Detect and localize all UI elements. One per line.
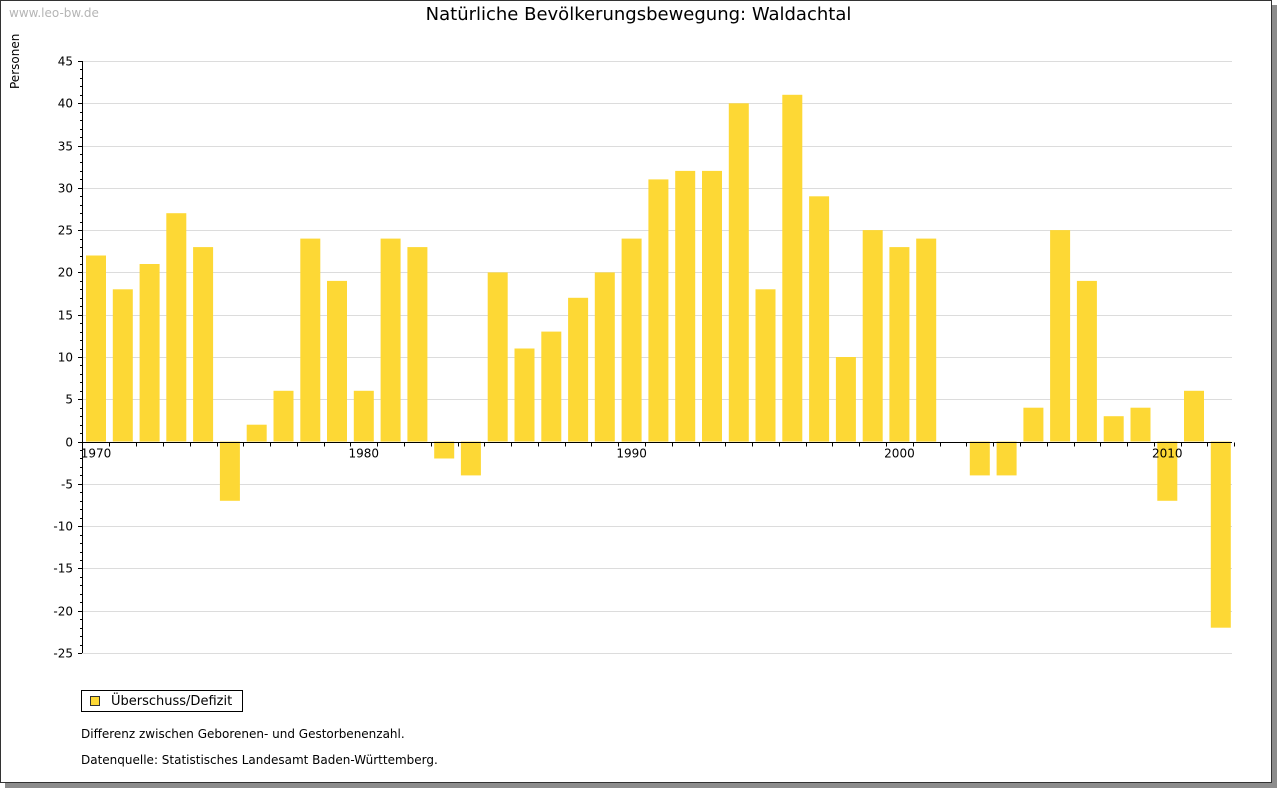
y-tick-label: 30 [58, 182, 73, 196]
bar-1972 [139, 264, 160, 442]
bar-1977 [273, 390, 294, 442]
bar-1988 [568, 297, 589, 442]
bar-1992 [675, 170, 696, 442]
bar-2006 [1050, 230, 1071, 442]
x-tick-label: 1970 [81, 447, 112, 461]
y-tick-label: -25 [53, 647, 73, 661]
bar-1996 [782, 94, 803, 442]
bar-1989 [594, 272, 615, 442]
bar-2012 [1210, 441, 1231, 628]
bar-1973 [166, 213, 187, 442]
y-tick-label: 5 [65, 393, 73, 407]
bar-1970 [86, 255, 106, 442]
bar-2000 [889, 247, 910, 442]
bar-1986 [514, 348, 535, 442]
y-tick-label: 25 [58, 224, 73, 238]
bar-1997 [809, 196, 830, 442]
y-tick-label: 35 [58, 140, 73, 154]
y-tick-label: -5 [61, 478, 73, 492]
bar-1981 [380, 238, 401, 442]
y-tick-label: -20 [53, 605, 73, 619]
bar-1990 [621, 238, 642, 442]
y-tick-label: 10 [58, 351, 73, 365]
legend-swatch [90, 696, 100, 706]
bar-1982 [407, 247, 428, 442]
bar-1991 [648, 179, 669, 442]
bar-1985 [487, 272, 508, 442]
bar-1983 [434, 441, 455, 459]
chart-note: Differenz zwischen Geborenen- und Gestor… [81, 727, 405, 741]
bar-1984 [460, 441, 481, 476]
bar-2011 [1184, 390, 1204, 442]
x-tick-label: 2010 [1152, 447, 1183, 461]
y-tick-label: 15 [58, 309, 73, 323]
bar-1993 [702, 170, 722, 442]
bar-2009 [1130, 407, 1151, 442]
bar-1975 [219, 441, 240, 501]
y-tick-label: 20 [58, 266, 73, 280]
bar-1998 [835, 357, 856, 442]
bar-1994 [728, 103, 749, 442]
bar-2008 [1103, 416, 1124, 442]
bar-1974 [193, 247, 214, 442]
bar-2010 [1157, 441, 1178, 501]
y-tick-label: 40 [58, 97, 73, 111]
bar-1980 [353, 390, 374, 442]
bar-1999 [862, 230, 883, 442]
bar-2001 [916, 238, 937, 442]
bar-1979 [327, 280, 347, 442]
y-tick-label: 0 [65, 436, 73, 450]
bar-1978 [300, 238, 321, 442]
y-tick-label: -10 [53, 520, 73, 534]
bar-1987 [541, 331, 562, 442]
legend: Überschuss/Defizit [81, 690, 244, 712]
data-source: Datenquelle: Statistisches Landesamt Bad… [81, 753, 438, 767]
x-tick-label: 2000 [884, 447, 915, 461]
bar-1995 [755, 289, 776, 442]
chart-title: Natürliche Bevölkerungsbewegung: Waldach… [425, 4, 852, 25]
bar-1971 [112, 289, 133, 442]
watermark: www.leo-bw.de [9, 6, 99, 20]
legend-label: Überschuss/Defizit [111, 693, 233, 709]
y-tick-label: 45 [58, 55, 73, 69]
bar-1976 [246, 424, 267, 442]
x-tick-label: 1990 [616, 447, 647, 461]
bar-2005 [1023, 407, 1044, 442]
bar-chart: 45 40 35 30 25 20 15 10 5 0 -5 -10 -15 -20 -25 1970 1980… [53, 55, 1235, 661]
x-tick-label: 1980 [349, 447, 380, 461]
bar-2007 [1076, 280, 1097, 442]
bar-2004 [996, 441, 1017, 476]
y-tick-label: -15 [53, 562, 73, 576]
bar-2003 [969, 441, 990, 476]
